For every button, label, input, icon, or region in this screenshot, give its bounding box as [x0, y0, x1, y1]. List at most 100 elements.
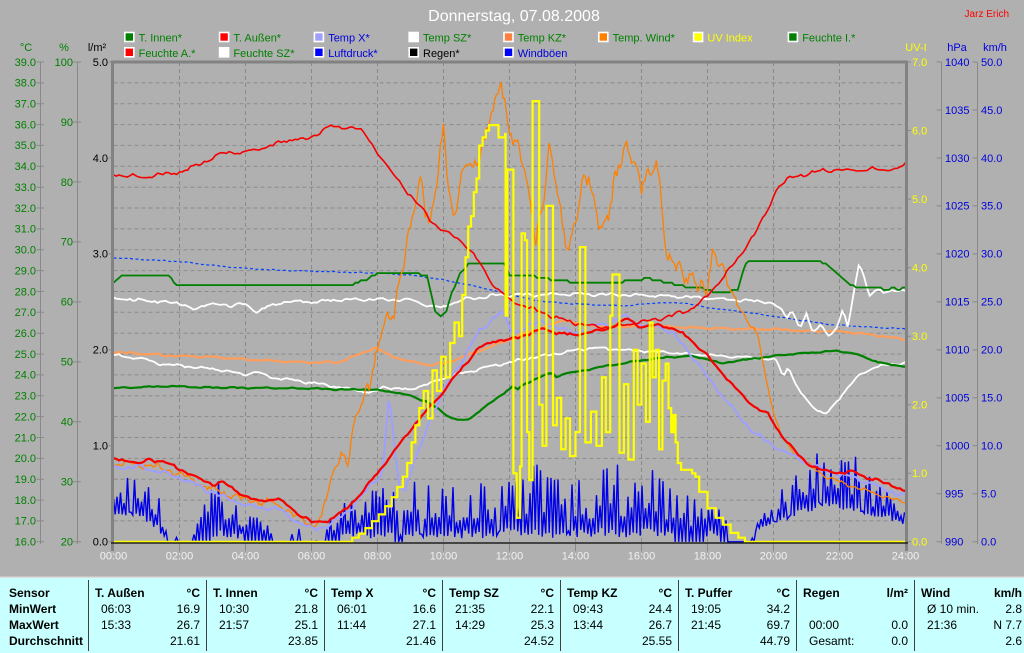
svg-text:T. Außen*: T. Außen*: [233, 33, 281, 45]
svg-text:90: 90: [61, 117, 73, 129]
svg-text:60: 60: [61, 297, 73, 309]
svg-text:7.0: 7.0: [912, 57, 927, 69]
svg-text:4.0: 4.0: [93, 153, 108, 165]
svg-text:995: 995: [945, 489, 963, 501]
svg-text:20.0: 20.0: [15, 453, 36, 465]
svg-text:1010: 1010: [945, 345, 969, 357]
svg-text:40.0: 40.0: [981, 153, 1002, 165]
svg-text:Temp KZ*: Temp KZ*: [518, 33, 567, 45]
svg-text:38.0: 38.0: [15, 78, 36, 90]
svg-text:Feuchte A.*: Feuchte A.*: [139, 48, 197, 60]
svg-text:T. Innen*: T. Innen*: [139, 33, 183, 45]
svg-text:0.0: 0.0: [912, 537, 927, 549]
svg-text:00:00: 00:00: [100, 551, 128, 563]
svg-text:10:00: 10:00: [430, 551, 458, 563]
svg-text:21.0: 21.0: [15, 432, 36, 444]
svg-text:UV-I: UV-I: [905, 42, 926, 54]
svg-text:24:00: 24:00: [892, 551, 920, 563]
svg-text:hPa: hPa: [947, 42, 967, 54]
svg-text:35.0: 35.0: [15, 140, 36, 152]
svg-text:1005: 1005: [945, 393, 969, 405]
svg-text:37.0: 37.0: [15, 99, 36, 111]
svg-text:24.0: 24.0: [15, 370, 36, 382]
svg-text:l/m²: l/m²: [88, 42, 107, 54]
svg-text:34.0: 34.0: [15, 161, 36, 173]
svg-text:12:00: 12:00: [496, 551, 524, 563]
svg-text:UV Index: UV Index: [707, 33, 753, 45]
svg-text:08:00: 08:00: [364, 551, 392, 563]
svg-text:33.0: 33.0: [15, 182, 36, 194]
svg-text:36.0: 36.0: [15, 119, 36, 131]
svg-text:16:00: 16:00: [628, 551, 656, 563]
svg-text:Windböen: Windböen: [518, 48, 568, 60]
svg-text:2.0: 2.0: [93, 345, 108, 357]
svg-text:6.0: 6.0: [912, 125, 927, 137]
svg-text:1015: 1015: [945, 297, 969, 309]
svg-text:29.0: 29.0: [15, 265, 36, 277]
svg-text:Luftdruck*: Luftdruck*: [328, 48, 378, 60]
svg-text:22.0: 22.0: [15, 411, 36, 423]
svg-text:06:00: 06:00: [298, 551, 326, 563]
svg-text:04:00: 04:00: [232, 551, 260, 563]
svg-text:30.0: 30.0: [981, 249, 1002, 261]
svg-text:1020: 1020: [945, 249, 969, 261]
svg-text:990: 990: [945, 537, 963, 549]
svg-text:Temp X*: Temp X*: [328, 33, 370, 45]
svg-text:28.0: 28.0: [15, 286, 36, 298]
svg-text:35.0: 35.0: [981, 201, 1002, 213]
svg-text:31.0: 31.0: [15, 224, 36, 236]
svg-text:20:00: 20:00: [760, 551, 788, 563]
svg-text:16.0: 16.0: [15, 537, 36, 549]
svg-text:1035: 1035: [945, 105, 969, 117]
svg-text:1030: 1030: [945, 153, 969, 165]
svg-text:50: 50: [61, 357, 73, 369]
svg-text:30: 30: [61, 477, 73, 489]
svg-text:1000: 1000: [945, 441, 969, 453]
svg-text:5.0: 5.0: [93, 57, 108, 69]
svg-text:20.0: 20.0: [981, 345, 1002, 357]
svg-text:18:00: 18:00: [694, 551, 722, 563]
svg-text:10.0: 10.0: [981, 441, 1002, 453]
svg-text:%: %: [59, 42, 69, 54]
svg-text:25.0: 25.0: [15, 349, 36, 361]
svg-text:Donnerstag, 07.08.2008: Donnerstag, 07.08.2008: [428, 8, 600, 25]
svg-text:100: 100: [55, 57, 73, 69]
svg-text:39.0: 39.0: [15, 57, 36, 69]
svg-text:14:00: 14:00: [562, 551, 590, 563]
svg-text:19.0: 19.0: [15, 474, 36, 486]
svg-text:30.0: 30.0: [15, 245, 36, 257]
svg-text:25.0: 25.0: [981, 297, 1002, 309]
svg-text:32.0: 32.0: [15, 203, 36, 215]
svg-text:5.0: 5.0: [912, 194, 927, 206]
svg-text:4.0: 4.0: [912, 262, 927, 274]
svg-text:Jarz Erich: Jarz Erich: [965, 9, 1009, 20]
svg-text:80: 80: [61, 177, 73, 189]
svg-text:0.0: 0.0: [981, 537, 996, 549]
svg-text:02:00: 02:00: [166, 551, 194, 563]
svg-text:70: 70: [61, 237, 73, 249]
svg-text:°C: °C: [20, 42, 32, 54]
svg-text:1.0: 1.0: [93, 441, 108, 453]
svg-text:Feuchte SZ*: Feuchte SZ*: [233, 48, 295, 60]
svg-text:0.0: 0.0: [93, 537, 108, 549]
svg-text:2.0: 2.0: [912, 400, 927, 412]
svg-text:1.0: 1.0: [912, 468, 927, 480]
svg-text:Temp. Wind*: Temp. Wind*: [613, 33, 676, 45]
svg-text:km/h: km/h: [983, 42, 1007, 54]
svg-text:5.0: 5.0: [981, 489, 996, 501]
svg-text:22:00: 22:00: [826, 551, 854, 563]
svg-text:40: 40: [61, 417, 73, 429]
svg-text:45.0: 45.0: [981, 105, 1002, 117]
svg-text:Temp SZ*: Temp SZ*: [423, 33, 472, 45]
svg-text:17.0: 17.0: [15, 516, 36, 528]
svg-text:1025: 1025: [945, 201, 969, 213]
svg-text:50.0: 50.0: [981, 57, 1002, 69]
svg-text:Regen*: Regen*: [423, 48, 460, 60]
svg-text:23.0: 23.0: [15, 391, 36, 403]
svg-text:20: 20: [61, 537, 73, 549]
svg-text:Feuchte I.*: Feuchte I.*: [802, 33, 856, 45]
svg-text:3.0: 3.0: [93, 249, 108, 261]
svg-text:15.0: 15.0: [981, 393, 1002, 405]
svg-text:26.0: 26.0: [15, 328, 36, 340]
svg-text:27.0: 27.0: [15, 307, 36, 319]
